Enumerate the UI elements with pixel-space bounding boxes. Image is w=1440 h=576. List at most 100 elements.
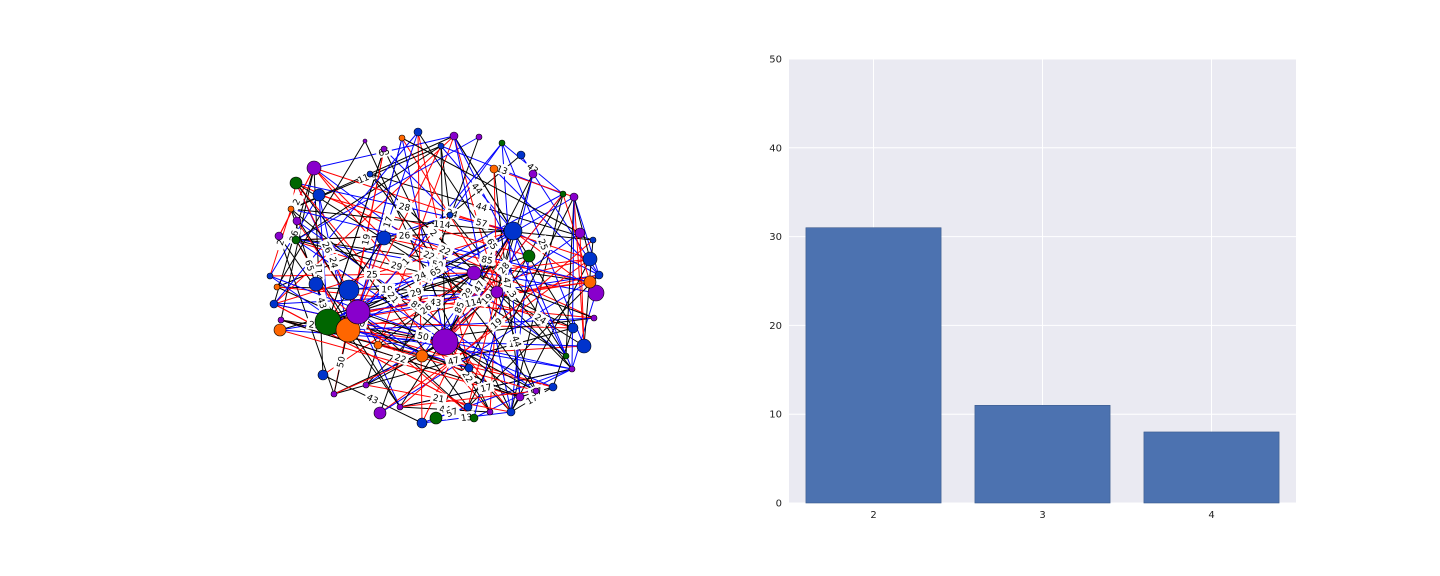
network-edge [453,135,498,293]
network-edge [571,292,597,370]
bar-chart: 0 10 20 30 40 50 2 3 4 [720,0,1440,576]
edge-label-text: 26 [399,231,411,241]
network-edge [496,291,573,370]
network-node [548,382,558,392]
network-node [446,211,454,219]
edge-label: 57 [472,215,491,230]
network-node [274,231,284,241]
edge-label-text: 43 [429,298,441,309]
network-node [489,164,499,174]
edge-label-text: 85 [480,255,493,267]
edge-label-text: 21 [308,320,321,332]
bar-2 [805,227,942,504]
network-node [306,160,322,176]
edge-label: 19 [358,230,373,249]
network-node [413,127,423,137]
network-edge [365,344,379,386]
network-edge [501,142,521,398]
edge-label: 17 [379,212,396,232]
edge-label: 24 [410,267,430,285]
edge-label: 22 [435,241,455,259]
edge-label-text: 65 [302,259,315,273]
network-node [515,392,525,402]
network-edge [347,142,503,331]
edge-label-text: 13 [460,413,473,424]
edge-label: 17 [476,380,495,395]
edge-label-text: 2 [292,198,304,208]
edge-label: 25 [363,268,381,281]
network-node [287,205,295,213]
edge-label-text: 22 [437,244,452,258]
network-edge [573,196,591,260]
network-node [431,328,459,356]
x-tick-label: 3 [1039,510,1045,521]
x-tick-label: 2 [870,510,876,521]
network-node [589,236,597,244]
bar-chart-svg: 0 10 20 30 40 50 2 3 4 [769,55,1296,521]
network-edge [295,239,446,343]
edge-label: 44 [509,331,526,351]
network-edge [357,145,442,313]
edge-label-text: 13 [494,164,508,177]
y-tick-labels: 0 10 20 30 40 50 [769,55,782,510]
network-edge [377,344,537,392]
network-node [312,188,326,202]
network-node [475,133,483,141]
edge-label-text: 57 [445,407,459,420]
edge-label-text: 43 [315,296,328,310]
network-node [345,299,371,325]
x-tick-labels: 2 3 4 [870,510,1214,521]
edge-label-text: 114 [312,263,323,281]
edge-label: 24 [326,253,342,272]
edge-label-text: 19 [361,233,373,246]
network-edge [273,131,419,305]
network-node [292,216,302,226]
network-node [366,170,374,178]
edge-label-text: 65 [429,265,444,279]
network-node [574,227,586,239]
network-node [449,131,459,141]
x-tick-label: 4 [1208,510,1214,521]
edge-label-text: 29 [389,261,403,274]
edge-label: 114 [464,294,483,310]
network-edge [565,196,575,357]
bar-4 [1143,431,1280,504]
network-edge [562,193,591,283]
network-node [277,316,285,324]
edge-label: 22 [391,350,410,366]
network-node [273,323,287,337]
y-tick-label: 0 [776,499,782,510]
network-node [362,138,368,144]
edge-label: 57 [442,404,462,420]
edge-label-text: 50 [336,355,348,369]
network-edge [473,272,595,319]
network-node [429,411,443,425]
edge-label-text: 2 [276,239,287,247]
y-tick-label: 10 [769,410,782,421]
edge-label-text: 114 [357,170,377,186]
bars [805,227,1280,504]
y-tick-label: 50 [769,55,782,66]
edge-label: 28 [395,199,414,214]
edge-label-text: 47 [500,277,511,290]
edge-label: 25 [535,234,552,254]
edge-label: 65 [302,256,318,275]
network-node [582,251,598,267]
y-tick-label: 40 [769,143,782,154]
network-graph: 2111417444326225728502419651325294785221… [266,127,605,429]
network-edge [571,196,575,370]
network-edge [401,137,581,234]
network-edge [327,193,564,323]
y-tick-label: 20 [769,321,782,332]
network-edge [510,255,530,413]
network-node [269,299,279,309]
network-edge [278,235,335,395]
edge-label: 43 [315,293,331,313]
network-node [338,279,360,301]
network-node [587,284,605,302]
network-edge [295,145,442,241]
network-node [373,406,387,420]
edge-label-text: 29 [409,287,423,300]
edge-label-text: 44 [509,335,523,350]
network-edge [273,135,455,305]
